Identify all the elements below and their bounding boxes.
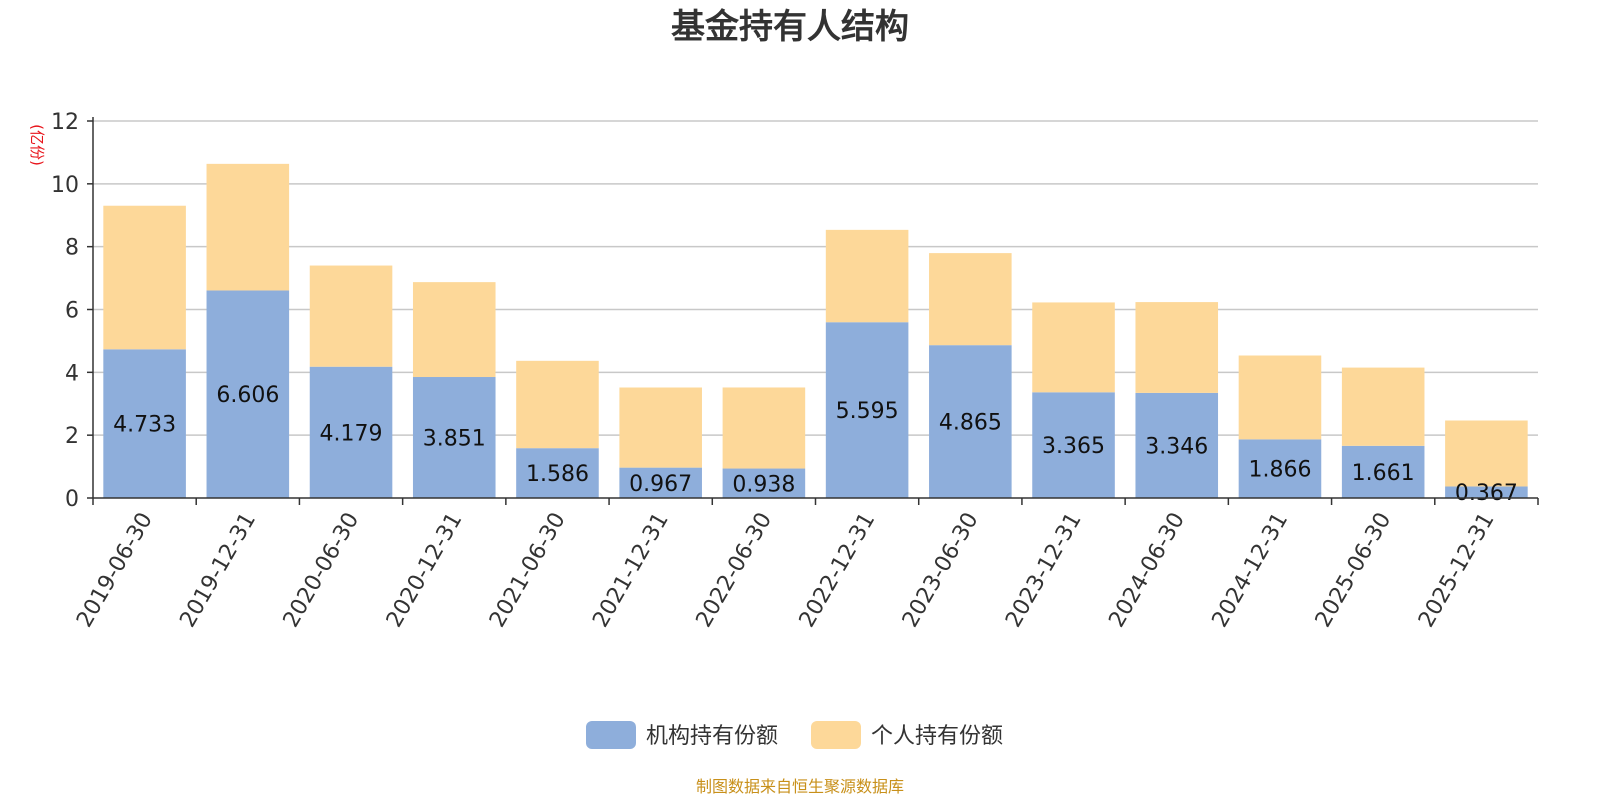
data-label-institutional: 0.938 [732,472,795,497]
x-tick-label: 2023-12-31 [1001,509,1087,632]
x-tick-label: 2021-12-31 [588,509,674,632]
bar-institutional[interactable] [1032,392,1115,498]
x-tick-label: 2025-12-31 [1414,509,1500,632]
bar-institutional[interactable] [722,468,806,498]
x-axis-ticks: 2019-06-30 2019-12-31 2020-06-30 2020-12-31… [72,498,1539,632]
data-label-institutional: 4.179 [320,421,383,446]
bar-individual[interactable] [412,282,496,378]
bar-individual[interactable] [206,163,290,291]
data-label-institutional: 4.865 [939,411,1002,436]
data-label-institutional: 3.346 [1145,434,1208,459]
x-tick-label: 2020-12-31 [382,509,468,632]
bar-institutional[interactable] [206,290,290,498]
y-axis-unit-label: (亿份) [28,124,46,166]
bar-institutional[interactable] [1238,439,1322,498]
bar-individual[interactable] [1135,302,1219,393]
data-label-institutional: 1.866 [1248,458,1311,483]
y-tick-label: 8 [65,236,79,261]
bar-institutional[interactable] [516,448,599,498]
x-tick-label: 2025-06-30 [1311,509,1397,632]
legend-swatch-individual [811,721,861,749]
legend-item-individual[interactable]: 个人持有份额 [811,721,1003,749]
bar-institutional[interactable] [1445,486,1528,498]
x-tick-label: 2019-06-30 [72,509,158,632]
y-tick-label: 6 [65,299,79,324]
x-tick-label: 2022-12-31 [795,509,881,632]
data-label-institutional: 4.733 [113,413,176,438]
bar-institutional[interactable] [1341,445,1425,498]
bar-individual[interactable] [722,387,806,469]
x-tick-label: 2024-06-30 [1104,509,1190,632]
y-tick-label: 0 [65,487,79,512]
bar-individual[interactable] [619,387,702,468]
data-label-institutional: 1.586 [526,462,589,487]
bar-individual[interactable] [309,265,393,367]
y-axis-ticks: 0 2 4 6 8 10 12 [51,110,93,512]
data-label-institutional: 3.365 [1042,434,1105,459]
bar-individual[interactable] [1032,302,1115,393]
data-label-institutional: 6.606 [216,383,279,408]
bar-institutional[interactable] [825,322,909,498]
data-label-institutional: 0.967 [629,472,692,497]
data-label-institutional: 5.595 [836,399,899,424]
y-tick-label: 10 [51,173,79,198]
x-tick-label: 2021-06-30 [485,509,571,632]
legend-item-institutional[interactable]: 机构持有份额 [586,721,778,749]
legend-label-individual: 个人持有份额 [871,724,1003,749]
legend: 机构持有份额 个人持有份额 [586,721,1003,749]
data-label-institutional: 0.367 [1455,481,1518,506]
data-label-institutional: 1.661 [1352,461,1415,486]
legend-label-institutional: 机构持有份额 [646,724,778,749]
x-tick-label: 2022-06-30 [692,509,778,632]
bar-institutional[interactable] [309,366,393,498]
legend-swatch-institutional [586,721,636,749]
bar-institutional[interactable] [929,345,1012,498]
bar-individual[interactable] [1238,355,1322,440]
x-tick-label: 2024-12-31 [1208,509,1294,632]
bar-institutional[interactable] [412,377,496,498]
bar-individual[interactable] [825,229,909,323]
bar-individual[interactable] [516,360,599,449]
y-tick-label: 2 [65,424,79,449]
bar-institutional[interactable] [619,467,702,498]
bar-institutional[interactable] [1135,392,1219,498]
bar-individual[interactable] [103,205,186,350]
x-tick-label: 2019-12-31 [175,509,261,632]
x-tick-label: 2020-06-30 [279,509,365,632]
y-tick-label: 12 [51,110,79,135]
source-note: 制图数据来自恒生聚源数据库 [696,777,904,796]
data-labels: 4.733 6.606 4.179 3.851 1.586 0.967 0.938 5.595… [113,383,1518,506]
data-label-institutional: 3.851 [423,427,486,452]
y-tick-label: 4 [65,361,79,386]
bar-institutional[interactable] [103,349,186,498]
bar-individual[interactable] [929,253,1012,346]
bar-individual[interactable] [1341,367,1425,446]
bar-individual[interactable] [1445,420,1528,487]
x-tick-label: 2023-06-30 [898,509,984,632]
bars [103,163,1528,498]
chart-title: 基金持有人结构 [671,7,909,47]
